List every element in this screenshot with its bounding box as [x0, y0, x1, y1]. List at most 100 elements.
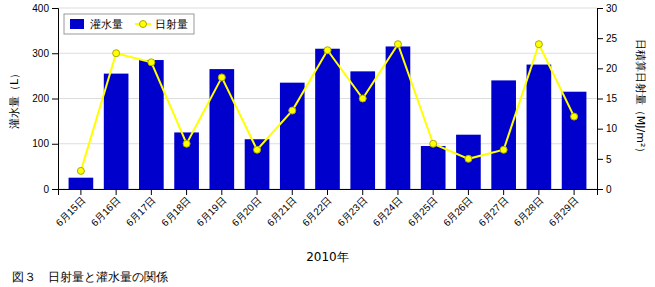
tick: 30	[597, 3, 618, 14]
tick-label: 6月21日	[265, 195, 299, 229]
bar	[527, 65, 552, 189]
tick: 5	[597, 154, 612, 165]
tick-mark	[52, 189, 58, 190]
bar	[562, 92, 587, 189]
caption: 図３ 日射量と灌水量の関係	[12, 270, 168, 284]
chart: 0 100 200 300 400 0 5 10 15 20 25 30 6月15日6月16日6月17日…	[0, 0, 655, 287]
point	[359, 95, 366, 102]
tick-label: 6月15日	[54, 195, 88, 229]
y-axis: 0 100 200 300 400	[32, 3, 58, 195]
tick-mark	[186, 189, 187, 195]
x-axis-title: 2010年	[306, 250, 349, 264]
tick-label: 5	[606, 154, 612, 165]
tick-label: 200	[32, 93, 49, 104]
point	[183, 140, 190, 147]
tick: 400	[32, 3, 58, 14]
tick-label: 15	[606, 93, 618, 104]
tick-mark	[221, 189, 222, 195]
tick-mark	[292, 189, 293, 195]
tick: 6月18日	[159, 189, 193, 228]
plot: 0 100 200 300 400 0 5 10 15 20 25 30 6月15日6月16日6月17日…	[8, 3, 647, 229]
tick-mark	[52, 8, 58, 9]
tick: 15	[597, 93, 618, 104]
bar	[209, 69, 234, 189]
point	[465, 155, 472, 162]
tick-mark	[327, 189, 328, 195]
y2-axis: 0 5 10 15 20 25 30	[597, 3, 618, 195]
x-axis: 6月15日6月16日6月17日6月18日6月19日6月20日6月21日6月22日…	[54, 189, 598, 228]
tick: 6月25日	[406, 189, 440, 228]
point	[113, 50, 120, 57]
tick-label: 6月23日	[335, 195, 369, 229]
axis-line	[598, 9, 604, 190]
tick-mark	[52, 144, 58, 145]
tick: 6月28日	[512, 189, 546, 228]
tick-label: 10	[606, 123, 618, 134]
tick-label: 6月20日	[230, 195, 264, 229]
tick-label: 6月17日	[124, 195, 158, 229]
tick: 200	[32, 93, 58, 104]
bar	[315, 49, 340, 189]
tick: 6月16日	[89, 189, 123, 228]
tick-label: 300	[32, 48, 49, 59]
tick: 100	[32, 138, 58, 149]
y-axis-title: 灌水量（L）	[8, 68, 21, 129]
tick: 10	[597, 123, 618, 134]
tick-mark	[468, 189, 469, 195]
tick-label: 400	[32, 3, 49, 14]
tick-mark	[397, 189, 398, 195]
tick: 6月17日	[124, 189, 158, 228]
tick: 6月29日	[547, 189, 581, 228]
tick-mark	[52, 99, 58, 100]
tick-mark	[362, 189, 363, 195]
bar	[491, 80, 516, 189]
point	[289, 107, 296, 114]
tick-mark	[597, 159, 603, 160]
tick: 6月19日	[194, 189, 228, 228]
tick-label: 0	[606, 184, 612, 195]
tick-mark	[597, 8, 603, 9]
legend-item: 日射量	[135, 18, 188, 31]
tick-mark	[433, 189, 434, 195]
tick-label: 100	[32, 138, 49, 149]
axis-line	[52, 9, 59, 190]
tick-label: 6月25日	[406, 195, 440, 229]
line-series	[77, 41, 577, 175]
tick: 6月15日	[54, 189, 88, 228]
bar	[104, 74, 129, 189]
tick: 6月21日	[265, 189, 299, 228]
legend-swatch	[70, 19, 84, 29]
tick-mark	[52, 53, 58, 54]
tick-label: 6月29日	[547, 195, 581, 229]
tick-label: 6月19日	[194, 195, 228, 229]
bar-series	[69, 46, 587, 189]
tick-label: 6月24日	[371, 195, 405, 229]
tick-label: 6月27日	[476, 195, 510, 229]
tick-label: 6月28日	[512, 195, 546, 229]
marks	[69, 41, 587, 189]
tick: 6月23日	[335, 189, 369, 228]
point	[254, 146, 261, 153]
tick: 25	[597, 33, 618, 44]
bar	[456, 135, 481, 189]
legend-item: 灌水量	[70, 18, 123, 31]
legend: 灌水量日射量	[64, 14, 194, 34]
tick: 20	[597, 63, 618, 74]
legend-marker	[140, 21, 147, 28]
point	[77, 167, 84, 174]
tick: 0	[597, 184, 612, 195]
axis-line	[59, 190, 598, 196]
grid-line	[58, 8, 597, 9]
tick-mark	[151, 189, 152, 195]
tick-mark	[116, 189, 117, 195]
bar	[174, 132, 199, 189]
point	[218, 74, 225, 81]
bar	[139, 60, 164, 189]
tick-mark	[503, 189, 504, 195]
tick-label: 6月22日	[300, 195, 334, 229]
bar	[280, 83, 305, 189]
tick-label: 0	[43, 184, 49, 195]
tick-label: 6月18日	[159, 195, 193, 229]
tick: 0	[43, 184, 58, 195]
y2-axis-title: 日積算日射量（MJ/m²）	[634, 39, 647, 159]
